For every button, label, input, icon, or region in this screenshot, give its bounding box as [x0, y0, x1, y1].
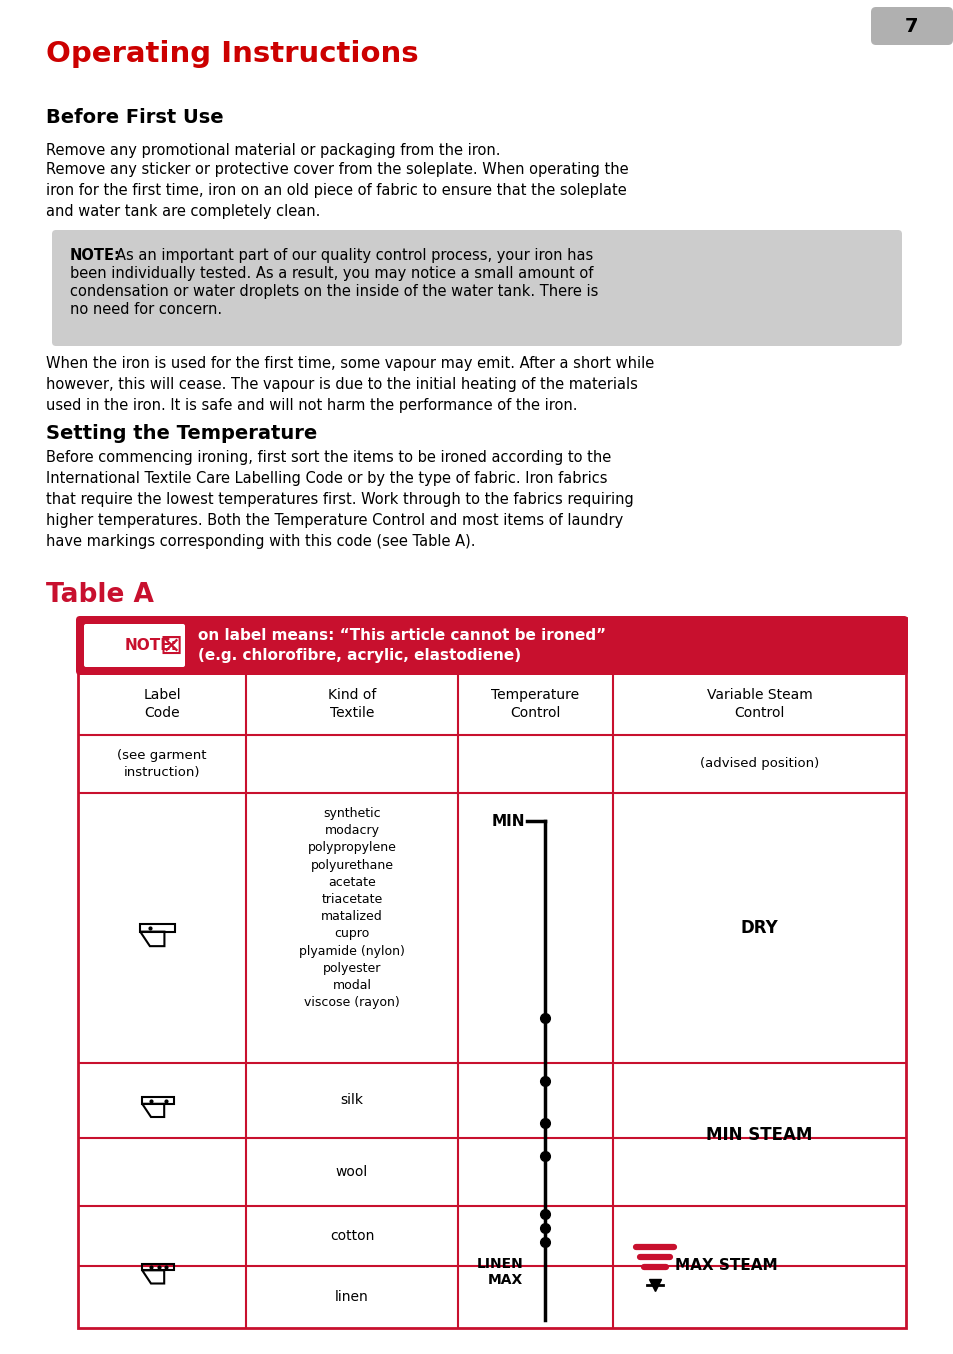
- Text: Kind of
Textile: Kind of Textile: [328, 688, 375, 720]
- FancyBboxPatch shape: [84, 624, 185, 668]
- Bar: [78, 617, 905, 1328]
- Text: DRY: DRY: [740, 919, 778, 937]
- Text: MAX STEAM: MAX STEAM: [675, 1258, 777, 1273]
- Text: linen: linen: [335, 1290, 369, 1304]
- Text: Remove any sticker or protective cover from the soleplate. When operating the
ir: Remove any sticker or protective cover f…: [46, 162, 628, 219]
- Text: (advised position): (advised position): [700, 757, 819, 770]
- Text: ⊠: ⊠: [159, 631, 183, 659]
- Text: MIN: MIN: [492, 814, 525, 829]
- FancyBboxPatch shape: [870, 7, 952, 45]
- Text: Label
Code: Label Code: [143, 688, 181, 720]
- Text: NOTE:: NOTE:: [125, 638, 177, 653]
- Text: LINEN
MAX: LINEN MAX: [476, 1257, 523, 1288]
- Text: condensation or water droplets on the inside of the water tank. There is: condensation or water droplets on the in…: [70, 284, 598, 299]
- FancyBboxPatch shape: [52, 230, 901, 347]
- Text: Setting the Temperature: Setting the Temperature: [46, 424, 317, 443]
- Text: been individually tested. As a result, you may notice a small amount of: been individually tested. As a result, y…: [70, 265, 593, 282]
- Text: MIN STEAM: MIN STEAM: [705, 1125, 812, 1144]
- Text: As an important part of our quality control process, your iron has: As an important part of our quality cont…: [116, 248, 593, 263]
- Text: Before commencing ironing, first sort the items to be ironed according to the
In: Before commencing ironing, first sort th…: [46, 450, 633, 548]
- Text: wool: wool: [335, 1164, 368, 1179]
- Text: synthetic
modacry
polypropylene
polyurethane
acetate
triacetate
matalized
cupro
: synthetic modacry polypropylene polyuret…: [298, 807, 404, 1009]
- Text: 7: 7: [904, 16, 918, 35]
- Text: Table A: Table A: [46, 582, 153, 608]
- FancyBboxPatch shape: [76, 616, 907, 676]
- Text: on label means: “This article cannot be ironed”
(e.g. chlorofibre, acrylic, elas: on label means: “This article cannot be …: [198, 628, 605, 662]
- Text: silk: silk: [340, 1094, 363, 1108]
- Text: Before First Use: Before First Use: [46, 108, 223, 127]
- Text: cotton: cotton: [330, 1229, 374, 1243]
- Text: Variable Steam
Control: Variable Steam Control: [706, 688, 812, 720]
- Text: Operating Instructions: Operating Instructions: [46, 41, 418, 68]
- Text: Temperature
Control: Temperature Control: [491, 688, 579, 720]
- Text: (see garment
instruction): (see garment instruction): [117, 749, 207, 779]
- Text: NOTE:: NOTE:: [70, 248, 121, 263]
- Text: no need for concern.: no need for concern.: [70, 302, 222, 317]
- Text: Remove any promotional material or packaging from the iron.: Remove any promotional material or packa…: [46, 144, 500, 158]
- Text: When the iron is used for the first time, some vapour may emit. After a short wh: When the iron is used for the first time…: [46, 356, 654, 413]
